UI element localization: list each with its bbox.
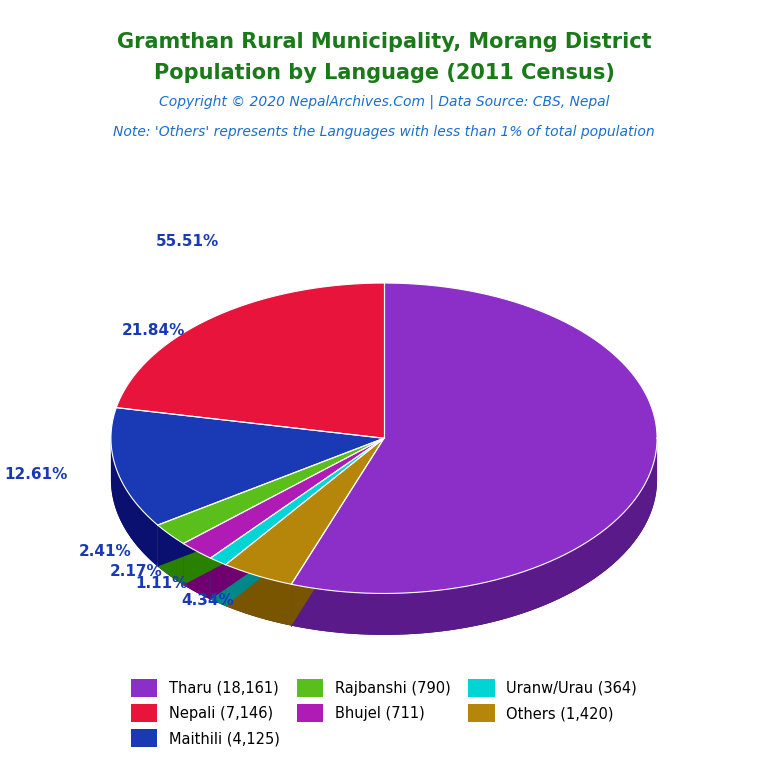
- Polygon shape: [226, 439, 384, 584]
- Polygon shape: [157, 439, 384, 567]
- Text: 4.34%: 4.34%: [182, 593, 234, 608]
- Text: 2.41%: 2.41%: [78, 545, 131, 559]
- Polygon shape: [184, 439, 384, 585]
- Polygon shape: [210, 439, 384, 600]
- Polygon shape: [157, 525, 184, 585]
- Text: Gramthan Rural Municipality, Morang District: Gramthan Rural Municipality, Morang Dist…: [117, 32, 651, 52]
- Polygon shape: [291, 283, 657, 594]
- Polygon shape: [210, 439, 384, 564]
- Polygon shape: [111, 439, 157, 567]
- Polygon shape: [184, 439, 384, 558]
- Polygon shape: [226, 439, 384, 606]
- Polygon shape: [111, 408, 384, 525]
- Polygon shape: [116, 283, 384, 439]
- Polygon shape: [291, 439, 384, 626]
- Legend: Tharu (18,161), Nepali (7,146), Maithili (4,125), Rajbanshi (790), Bhujel (711),: Tharu (18,161), Nepali (7,146), Maithili…: [125, 674, 643, 753]
- Text: 2.17%: 2.17%: [110, 564, 163, 579]
- Text: 1.11%: 1.11%: [136, 576, 188, 591]
- Polygon shape: [210, 439, 384, 600]
- Text: Copyright © 2020 NepalArchives.Com | Data Source: CBS, Nepal: Copyright © 2020 NepalArchives.Com | Dat…: [159, 94, 609, 108]
- Polygon shape: [157, 439, 384, 567]
- Polygon shape: [226, 564, 291, 626]
- Text: Note: 'Others' represents the Languages with less than 1% of total population: Note: 'Others' represents the Languages …: [113, 125, 655, 139]
- Polygon shape: [291, 439, 657, 635]
- Polygon shape: [291, 439, 384, 626]
- Polygon shape: [157, 439, 384, 544]
- Polygon shape: [226, 439, 384, 606]
- Polygon shape: [184, 439, 384, 585]
- Text: 12.61%: 12.61%: [5, 467, 68, 482]
- Polygon shape: [184, 544, 210, 600]
- Text: 55.51%: 55.51%: [156, 234, 219, 249]
- Text: 21.84%: 21.84%: [121, 323, 185, 338]
- Polygon shape: [210, 558, 226, 606]
- Text: Population by Language (2011 Census): Population by Language (2011 Census): [154, 63, 614, 83]
- Polygon shape: [111, 439, 657, 635]
